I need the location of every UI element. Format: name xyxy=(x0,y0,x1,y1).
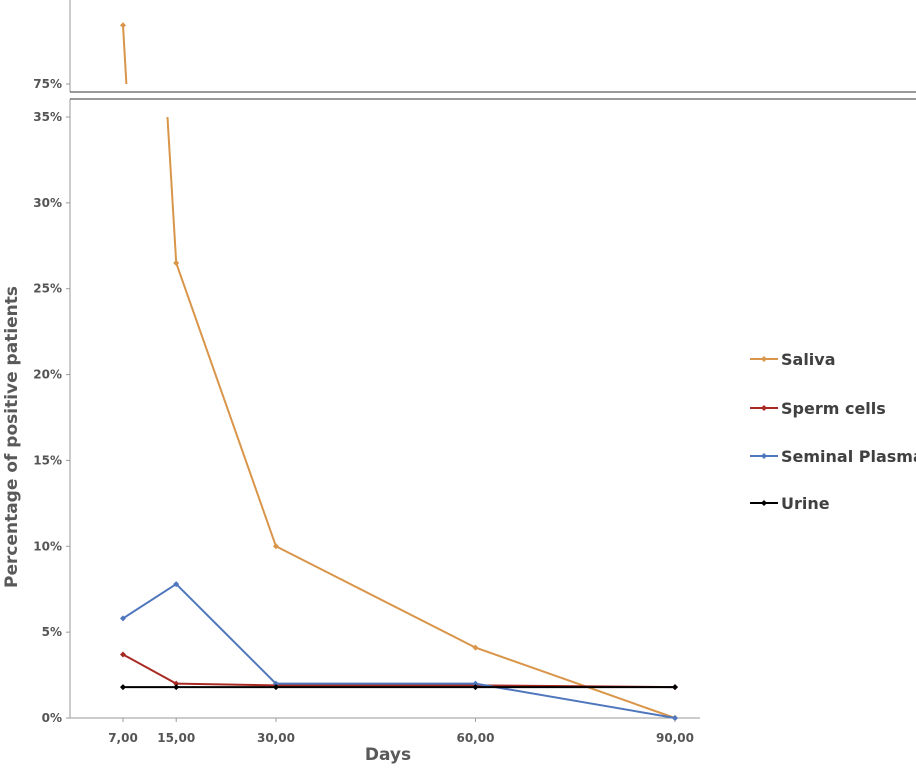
series-line-segment xyxy=(475,682,676,719)
y-tick-label: 75% xyxy=(33,77,62,91)
legend-swatch-marker xyxy=(761,405,767,411)
legend-label: Saliva xyxy=(781,350,836,369)
legend-swatch-marker xyxy=(761,500,767,506)
series-line-segment xyxy=(475,646,676,719)
y-tick-label: 20% xyxy=(33,368,62,382)
data-point xyxy=(120,684,126,691)
y-tick-label: 80% xyxy=(33,0,62,2)
data-point xyxy=(472,680,479,687)
data-point xyxy=(120,615,126,622)
x-tick-label: 7,00 xyxy=(108,731,138,745)
axes xyxy=(66,0,916,722)
legend-label: Seminal Plasma xyxy=(781,447,916,466)
data-point xyxy=(173,581,180,588)
y-tick-label: 30% xyxy=(33,196,62,210)
series-urine xyxy=(120,684,678,691)
data-point xyxy=(472,644,479,651)
data-point xyxy=(672,684,678,691)
y-tick-label: 25% xyxy=(33,282,62,296)
legend-label: Sperm cells xyxy=(781,399,886,418)
data-point xyxy=(472,684,479,691)
legend-label: Urine xyxy=(781,494,830,513)
series-layer xyxy=(120,22,678,721)
series-line-segment xyxy=(166,116,178,264)
series-line-segment xyxy=(122,583,177,620)
y-tick-label: 5% xyxy=(42,625,62,639)
data-point xyxy=(173,680,180,687)
y-tick-label: 0% xyxy=(42,711,62,725)
x-tick-label: 90,00 xyxy=(656,731,694,745)
data-point xyxy=(272,684,279,691)
legend: Saliva Sperm cells Seminal Plasma Urine xyxy=(750,350,916,513)
y-tick-label: 15% xyxy=(33,453,62,467)
data-point xyxy=(120,22,126,29)
x-tick-label: 60,00 xyxy=(456,731,494,745)
legend-item: Sperm cells xyxy=(750,399,886,418)
x-tick-label: 15,00 xyxy=(157,731,195,745)
y-tick-label: 10% xyxy=(33,539,62,553)
data-point xyxy=(120,651,126,658)
data-point xyxy=(272,680,279,687)
data-point xyxy=(272,543,279,550)
legend-swatch-marker xyxy=(761,356,767,362)
x-axis-title: Days xyxy=(365,745,411,765)
series-line-segment xyxy=(175,262,277,547)
legend-swatch-marker xyxy=(761,453,767,459)
x-tick-label: 30,00 xyxy=(257,731,295,745)
series-seminal-plasma xyxy=(120,581,678,721)
y-tick-label: 35% xyxy=(33,110,62,124)
series-line-segment xyxy=(275,545,476,649)
series-line-segment xyxy=(175,583,277,685)
tick-labels: 0% 5% 10% 15% 20% 25% 30% 35% 75% 80% 7,00 15,00 30,… xyxy=(33,0,694,745)
series-saliva xyxy=(120,22,678,721)
data-point xyxy=(173,684,180,691)
legend-item: Seminal Plasma xyxy=(750,447,916,466)
series-line-segment xyxy=(176,682,276,687)
legend-item: Urine xyxy=(750,494,830,513)
series-line-segment xyxy=(122,25,128,85)
series-line-segment xyxy=(122,653,177,685)
data-point xyxy=(173,259,180,266)
y-axis-title: Percentage of positive patients xyxy=(2,286,22,588)
data-point xyxy=(672,715,678,721)
legend-item: Saliva xyxy=(750,350,836,369)
